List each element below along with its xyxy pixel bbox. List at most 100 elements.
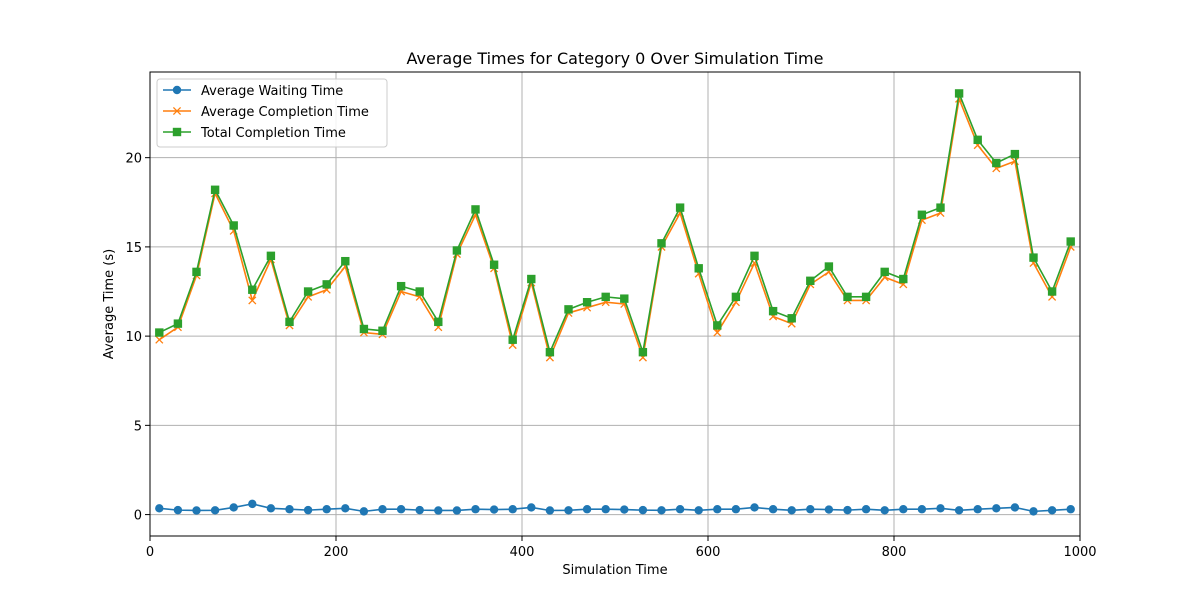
data-point — [861, 292, 871, 302]
data-point — [248, 499, 257, 509]
data-point — [452, 246, 462, 255]
data-point — [713, 505, 722, 514]
data-point — [824, 505, 834, 514]
data-point — [415, 287, 424, 296]
y-axis-label: Average Time (s) — [102, 249, 117, 359]
data-point — [210, 506, 220, 515]
data-point — [359, 507, 369, 516]
data-point — [1010, 149, 1020, 159]
data-point — [917, 505, 927, 514]
data-point — [694, 506, 703, 515]
data-point — [248, 296, 257, 305]
data-point — [899, 505, 908, 514]
data-point — [471, 205, 480, 214]
data-point — [527, 274, 536, 284]
y-tick-label: 0 — [134, 509, 142, 524]
data-point — [936, 203, 945, 212]
ticks: 0 200 400 600 800 1000 0 5 10 15 20 — [125, 152, 1096, 560]
y-tick-label: 10 — [125, 330, 142, 345]
legend-marker — [172, 85, 182, 95]
x-axis-label: Simulation Time — [562, 563, 667, 578]
x-tick-label: 1000 — [1063, 545, 1096, 560]
data-point — [508, 505, 517, 514]
data-point — [657, 239, 666, 248]
data-point — [713, 321, 722, 330]
data-point — [936, 504, 945, 513]
data-point — [787, 506, 796, 515]
data-point — [1047, 287, 1057, 296]
data-point — [750, 503, 759, 512]
data-point — [992, 504, 1001, 513]
data-point — [527, 503, 536, 512]
legend-item: Average Waiting Time — [163, 84, 343, 99]
data-point — [229, 221, 238, 230]
data-point — [173, 319, 183, 328]
data-point — [545, 506, 555, 515]
data-point — [378, 505, 387, 514]
data-point — [973, 135, 982, 145]
data-point — [768, 505, 778, 514]
data-point — [675, 505, 685, 514]
data-point — [378, 326, 387, 335]
data-point — [880, 267, 889, 277]
data-point — [806, 505, 815, 514]
data-point — [229, 503, 238, 512]
data-point — [843, 292, 852, 302]
data-point — [954, 89, 964, 98]
legend-marker — [172, 127, 182, 137]
data-point — [1066, 237, 1075, 246]
data-point — [1029, 253, 1038, 262]
data-point — [508, 335, 517, 344]
data-point — [768, 306, 778, 316]
data-point — [415, 505, 424, 515]
data-point — [657, 506, 666, 515]
legend: Average Waiting Time Average Completion T… — [156, 78, 388, 148]
legend-label: Total Completion Time — [200, 126, 346, 141]
data-point — [713, 328, 722, 337]
plot-frame — [149, 71, 1081, 537]
x-tick-label: 800 — [882, 545, 907, 560]
legend-item: Average Completion Time — [163, 105, 369, 120]
data-point — [806, 276, 815, 285]
grid — [149, 72, 1081, 536]
x-tick-label: 400 — [510, 545, 535, 560]
legend-label: Average Waiting Time — [201, 84, 343, 99]
legend-item: Total Completion Time — [163, 126, 346, 141]
data-point — [954, 506, 964, 515]
data-point — [471, 505, 480, 514]
data-point — [396, 281, 406, 291]
y-tick-label: 5 — [134, 419, 142, 434]
legend-marker — [172, 106, 182, 116]
data-point — [155, 335, 164, 344]
data-point — [564, 506, 573, 515]
data-point — [824, 262, 834, 271]
data-point — [1029, 507, 1038, 516]
data-point — [1066, 505, 1075, 514]
data-point — [192, 267, 201, 277]
y-tick-label: 15 — [125, 241, 142, 256]
data-point — [620, 505, 629, 514]
data-point — [899, 274, 908, 284]
data-point — [582, 298, 592, 307]
data-point — [787, 314, 796, 323]
chart-title: Average Times for Category 0 Over Simula… — [407, 49, 824, 68]
data-point — [861, 505, 871, 514]
data-point — [564, 305, 573, 314]
data-point — [248, 285, 257, 294]
data-point — [266, 504, 276, 513]
data-point — [341, 504, 350, 513]
series-3 — [155, 89, 1075, 357]
data-point — [638, 505, 648, 515]
data-point — [582, 505, 592, 514]
data-point — [973, 505, 982, 514]
data-point — [155, 328, 164, 337]
data-point — [638, 347, 648, 357]
legend-label: Average Completion Time — [201, 105, 369, 120]
data-point — [173, 505, 183, 515]
data-point — [322, 505, 331, 514]
data-point — [601, 505, 610, 514]
data-point — [452, 506, 462, 515]
data-point — [303, 287, 313, 296]
data-point — [155, 504, 164, 513]
data-point — [192, 506, 201, 515]
